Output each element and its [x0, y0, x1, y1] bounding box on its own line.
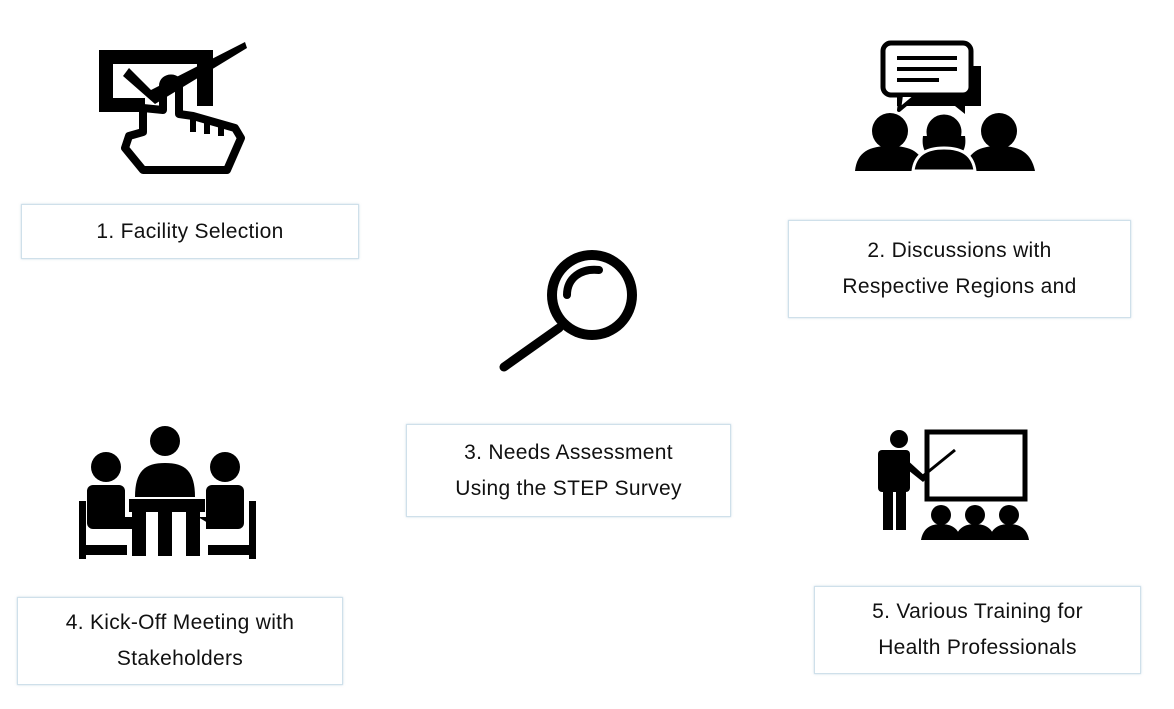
step-2-label-line-2: Respective Regions and — [842, 275, 1077, 298]
presentation-training-icon — [878, 429, 1029, 540]
step-4-label-line-2: Stakeholders — [116, 647, 244, 670]
step-3-label-line-2: Using the STEP Survey — [455, 476, 682, 500]
step-5-label-line-1: 5. Various Training for — [872, 600, 1083, 623]
meeting-table-icon — [79, 426, 256, 559]
step-5-box: 5. Various Training for Health Professio… — [814, 586, 1141, 674]
step-1-box: 1. Facility Selection — [21, 204, 359, 259]
step-2-label-line-1: 2. Discussions with — [867, 239, 1052, 262]
step-4-box: 4. Kick-Off Meeting with Stakeholders — [17, 597, 343, 685]
discussion-group-icon — [855, 40, 1035, 173]
checkbox-hand-icon — [99, 42, 247, 174]
step-4-label-line-1: 4. Kick-Off Meeting with — [65, 611, 295, 634]
step-3-label-line-1: 3. Needs Assessment — [464, 440, 673, 464]
step-2-box: 2. Discussions with Respective Regions a… — [788, 220, 1131, 318]
step-5-label-line-2: Health Professionals — [878, 636, 1077, 659]
step-3-box: 3. Needs Assessment Using the STEP Surve… — [406, 424, 731, 517]
step-1-label: 1. Facility Selection — [96, 219, 284, 243]
magnifier-icon — [499, 250, 637, 372]
